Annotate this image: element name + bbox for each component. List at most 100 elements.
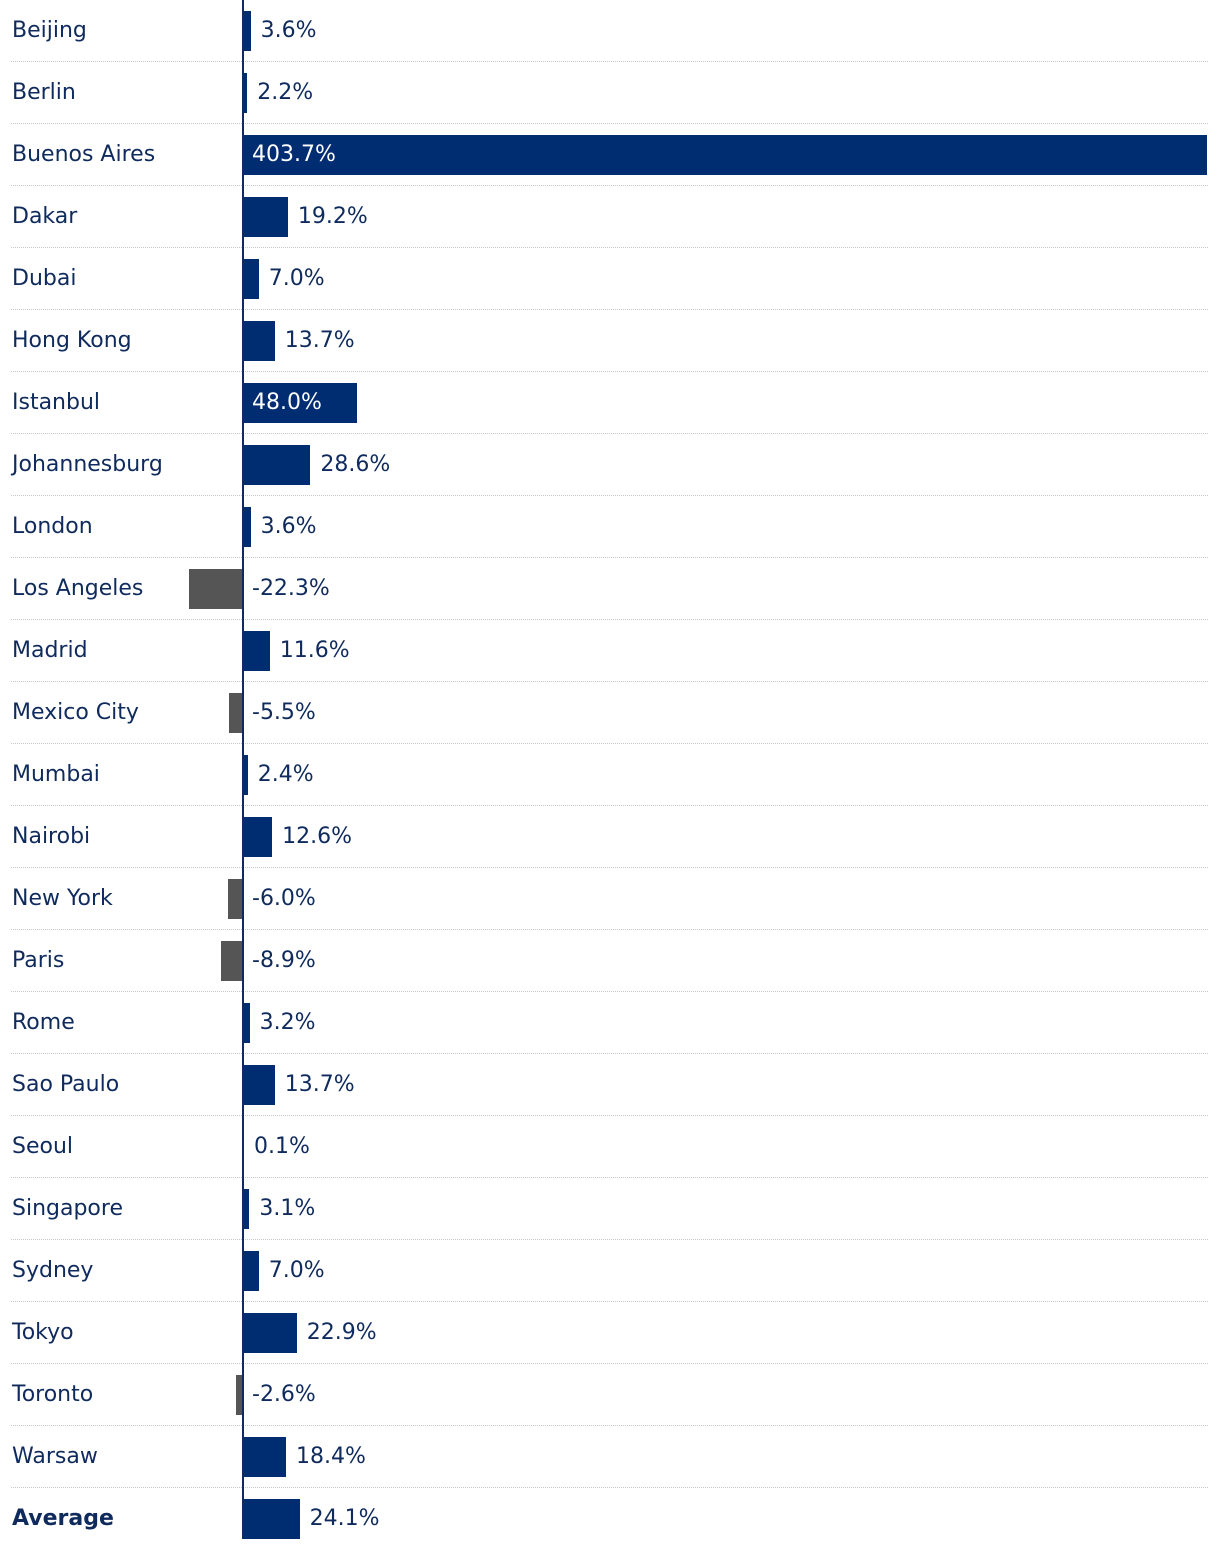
category-label-buenos-aires: Buenos Aires bbox=[12, 142, 156, 167]
value-label-buenos-aires: 403.7% bbox=[252, 142, 336, 167]
value-label-beijing: 3.6% bbox=[260, 18, 317, 43]
row-separator bbox=[11, 619, 1208, 620]
category-label-hong-kong: Hong Kong bbox=[12, 328, 132, 353]
zero-axis-line bbox=[242, 0, 244, 1538]
category-label-los-angeles: Los Angeles bbox=[12, 576, 144, 601]
value-label-istanbul: 48.0% bbox=[252, 390, 322, 415]
category-label-istanbul: Istanbul bbox=[12, 390, 101, 415]
bar-row-berlin: Berlin 2.2% bbox=[0, 62, 1208, 124]
value-label-madrid: 11.6% bbox=[279, 638, 350, 663]
category-label-dubai: Dubai bbox=[12, 266, 77, 291]
row-separator bbox=[11, 61, 1208, 62]
bar-row-madrid: Madrid 11.6% bbox=[0, 620, 1208, 682]
bar-mumbai bbox=[242, 755, 248, 795]
bar-mexico-city bbox=[228, 693, 242, 733]
category-label-dakar: Dakar bbox=[12, 204, 78, 229]
row-separator bbox=[11, 557, 1208, 558]
bar-row-sao-paulo: Sao Paulo 13.7% bbox=[0, 1054, 1208, 1116]
category-label-berlin: Berlin bbox=[12, 80, 76, 105]
bar-row-london: London 3.6% bbox=[0, 496, 1208, 558]
bar-row-los-angeles: Los Angeles -22.3% bbox=[0, 558, 1208, 620]
bar-row-hong-kong: Hong Kong 13.7% bbox=[0, 310, 1208, 372]
value-label-new-york: -6.0% bbox=[252, 886, 316, 911]
value-label-dakar: 19.2% bbox=[297, 204, 368, 229]
category-label-seoul: Seoul bbox=[12, 1134, 74, 1159]
bar-row-warsaw: Warsaw 18.4% bbox=[0, 1426, 1208, 1488]
row-separator bbox=[11, 1487, 1208, 1488]
bar-row-average: Average 24.1% bbox=[0, 1488, 1208, 1550]
value-label-mexico-city: -5.5% bbox=[252, 700, 316, 725]
bar-row-paris: Paris -8.9% bbox=[0, 930, 1208, 992]
value-label-rome: 3.2% bbox=[259, 1010, 316, 1035]
value-label-sydney: 7.0% bbox=[268, 1258, 325, 1283]
bar-hong-kong bbox=[242, 321, 275, 361]
category-label-paris: Paris bbox=[12, 948, 65, 973]
bar-nairobi bbox=[242, 817, 273, 857]
bar-row-johannesburg: Johannesburg 28.6% bbox=[0, 434, 1208, 496]
category-label-warsaw: Warsaw bbox=[12, 1444, 98, 1469]
value-label-toronto: -2.6% bbox=[252, 1382, 316, 1407]
category-label-rome: Rome bbox=[12, 1010, 75, 1035]
bar-beijing bbox=[242, 11, 251, 51]
bar-row-mexico-city: Mexico City -5.5% bbox=[0, 682, 1208, 744]
row-separator bbox=[11, 433, 1208, 434]
bar-paris bbox=[220, 941, 242, 981]
row-separator bbox=[11, 1053, 1208, 1054]
bar-row-nairobi: Nairobi 12.6% bbox=[0, 806, 1208, 868]
category-label-london: London bbox=[12, 514, 93, 539]
value-label-johannesburg: 28.6% bbox=[320, 452, 391, 477]
bar-rome bbox=[242, 1003, 250, 1043]
bar-singapore bbox=[242, 1189, 250, 1229]
row-separator bbox=[11, 1425, 1208, 1426]
bar-row-mumbai: Mumbai 2.4% bbox=[0, 744, 1208, 806]
category-label-tokyo: Tokyo bbox=[12, 1320, 74, 1345]
bar-toronto bbox=[235, 1375, 242, 1415]
category-label-nairobi: Nairobi bbox=[12, 824, 91, 849]
bar-warsaw bbox=[242, 1437, 286, 1477]
row-separator bbox=[11, 867, 1208, 868]
value-label-dubai: 7.0% bbox=[268, 266, 325, 291]
row-separator bbox=[11, 681, 1208, 682]
bar-tokyo bbox=[242, 1313, 297, 1353]
category-label-mumbai: Mumbai bbox=[12, 762, 100, 787]
row-separator bbox=[11, 1301, 1208, 1302]
value-label-average: 24.1% bbox=[309, 1506, 380, 1531]
bar-row-tokyo: Tokyo 22.9% bbox=[0, 1302, 1208, 1364]
row-separator bbox=[11, 1177, 1208, 1178]
value-label-berlin: 2.2% bbox=[257, 80, 314, 105]
bar-berlin bbox=[242, 73, 248, 113]
bar-row-singapore: Singapore 3.1% bbox=[0, 1178, 1208, 1240]
row-separator bbox=[11, 991, 1208, 992]
bar-row-dubai: Dubai 7.0% bbox=[0, 248, 1208, 310]
value-label-london: 3.6% bbox=[260, 514, 317, 539]
category-label-toronto: Toronto bbox=[12, 1382, 94, 1407]
row-separator bbox=[11, 743, 1208, 744]
bar-london bbox=[242, 507, 251, 547]
value-label-nairobi: 12.6% bbox=[282, 824, 352, 849]
category-label-average: Average bbox=[12, 1506, 114, 1531]
bar-los-angeles bbox=[188, 569, 242, 609]
bar-row-beijing: Beijing 3.6% bbox=[0, 0, 1208, 62]
bar-madrid bbox=[242, 631, 270, 671]
value-label-los-angeles: -22.3% bbox=[252, 576, 330, 601]
bar-row-new-york: New York -6.0% bbox=[0, 868, 1208, 930]
bar-buenos-aires bbox=[242, 135, 1207, 175]
bar-johannesburg bbox=[242, 445, 311, 485]
value-label-warsaw: 18.4% bbox=[295, 1444, 366, 1469]
category-label-singapore: Singapore bbox=[12, 1196, 123, 1221]
row-separator bbox=[11, 929, 1208, 930]
category-label-madrid: Madrid bbox=[12, 638, 88, 663]
row-separator bbox=[11, 1239, 1208, 1240]
bar-average bbox=[242, 1499, 300, 1539]
value-label-tokyo: 22.9% bbox=[306, 1320, 377, 1345]
category-label-johannesburg: Johannesburg bbox=[12, 452, 163, 477]
row-separator bbox=[11, 123, 1208, 124]
bar-sydney bbox=[242, 1251, 259, 1291]
bar-row-rome: Rome 3.2% bbox=[0, 992, 1208, 1054]
row-separator bbox=[11, 1115, 1208, 1116]
value-label-paris: -8.9% bbox=[252, 948, 316, 973]
bar-dubai bbox=[242, 259, 259, 299]
value-label-mumbai: 2.4% bbox=[257, 762, 314, 787]
value-label-seoul: 0.1% bbox=[254, 1134, 310, 1159]
